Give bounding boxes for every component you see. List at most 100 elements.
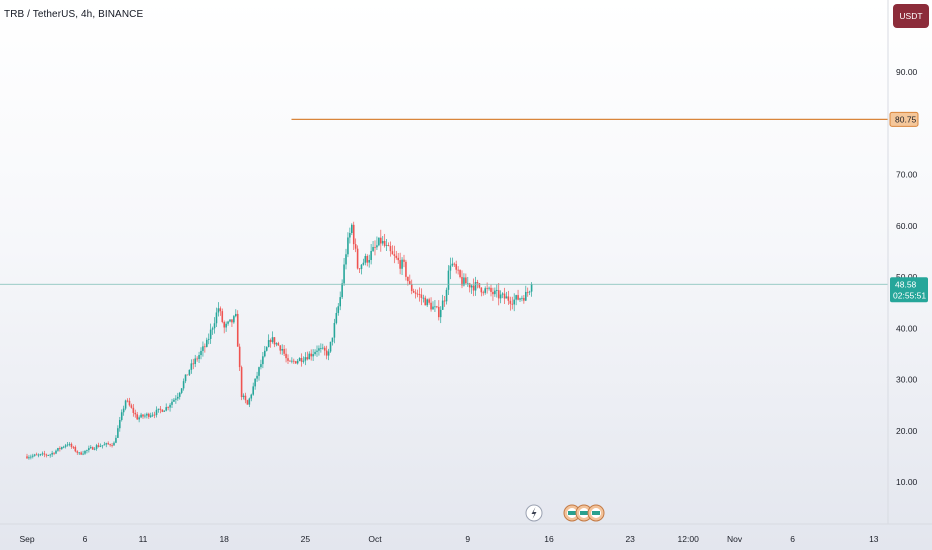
- candle-body: [298, 357, 301, 361]
- candle-body: [72, 446, 75, 448]
- candle-body: [196, 358, 198, 360]
- candle-body: [209, 329, 212, 339]
- candle-body: [211, 328, 214, 330]
- candle-body: [358, 268, 361, 270]
- candles-layer: [26, 221, 533, 460]
- candle-body: [360, 264, 363, 269]
- candle-body: [49, 454, 51, 456]
- candle-body: [202, 346, 204, 351]
- candle-body: [430, 302, 432, 310]
- candle-body: [517, 295, 519, 300]
- candle-body: [488, 287, 490, 289]
- y-tick-label: 60.00: [896, 221, 918, 231]
- candle-body: [438, 306, 440, 318]
- candle-body: [182, 381, 185, 389]
- candle-body: [441, 300, 444, 310]
- candle-body: [120, 412, 123, 420]
- candle-body: [167, 407, 169, 408]
- candle-body: [161, 409, 164, 412]
- candle-body: [476, 282, 479, 284]
- candle-body: [366, 256, 369, 263]
- candle-body: [511, 303, 514, 305]
- candle-body: [28, 457, 30, 459]
- candle-body: [422, 297, 425, 299]
- candle-body: [37, 454, 40, 456]
- candle-body: [418, 294, 421, 295]
- candle-body: [467, 283, 469, 285]
- candle-body: [436, 306, 438, 308]
- candle-body: [225, 323, 227, 328]
- candle-body: [273, 337, 276, 345]
- candle-body: [275, 343, 278, 345]
- x-tick-label: 6: [83, 534, 88, 544]
- candle-body: [389, 246, 392, 252]
- candle-body: [192, 363, 195, 365]
- candle-body: [503, 293, 506, 299]
- candle-body: [513, 299, 515, 305]
- event-marker-icon[interactable]: [575, 504, 593, 522]
- candle-body: [354, 244, 357, 249]
- x-tick-label: Nov: [727, 534, 743, 544]
- candle-body: [157, 408, 160, 410]
- candle-body: [198, 355, 200, 359]
- currency-button[interactable]: USDT: [893, 4, 929, 28]
- horizontal-line-tag-box: [889, 111, 919, 127]
- candle-body: [407, 276, 409, 282]
- lightning-icon[interactable]: [525, 504, 543, 522]
- candle-body: [296, 360, 299, 364]
- candle-body: [472, 285, 475, 291]
- candle-body: [401, 259, 403, 269]
- candle-body: [393, 254, 396, 256]
- candle-body: [480, 287, 483, 293]
- event-marker-icon[interactable]: [587, 504, 605, 522]
- candle-body: [159, 408, 162, 410]
- y-axis[interactable]: 10.0020.0030.0040.0050.0060.0070.0080.00…: [887, 0, 918, 524]
- candle-body: [337, 306, 340, 313]
- x-axis[interactable]: Sep 6 11 18 25 Oct 9 16 23 12:00 Nov 6 13: [0, 523, 932, 544]
- candle-body: [414, 292, 417, 294]
- candle-body: [505, 296, 508, 299]
- lightning-icon-bolt: [531, 507, 537, 519]
- candle-body: [219, 308, 222, 312]
- y-tick-label: 40.00: [896, 323, 918, 333]
- candle-body: [246, 400, 249, 405]
- candle-body: [223, 322, 225, 328]
- candle-body: [409, 281, 411, 285]
- candle-body: [163, 410, 166, 412]
- x-tick-label: 12:00: [678, 534, 700, 544]
- candle-body: [45, 454, 48, 456]
- candle-body: [153, 414, 156, 416]
- candle-body: [43, 453, 46, 455]
- candle-body: [33, 454, 36, 456]
- candle-body: [449, 265, 452, 271]
- candle-body: [62, 446, 65, 448]
- event-markers[interactable]: [525, 504, 605, 522]
- candle-body: [416, 293, 419, 295]
- candle-body: [277, 343, 280, 346]
- candle-body: [254, 378, 256, 387]
- candle-body: [387, 245, 390, 247]
- candle-body: [453, 263, 456, 265]
- candle-body: [294, 361, 297, 364]
- candle-body: [372, 247, 374, 251]
- candle-body: [271, 337, 274, 342]
- last-price-tag-box: [890, 277, 928, 303]
- candle-body: [53, 452, 55, 454]
- candle-body: [258, 367, 260, 376]
- candle-body: [178, 392, 181, 397]
- candle-body: [308, 353, 311, 360]
- candle-body: [314, 351, 316, 355]
- candle-body: [122, 408, 125, 413]
- candle-body: [207, 338, 210, 340]
- y-tick-label: 10.00: [896, 477, 918, 487]
- x-tick-label: Oct: [368, 534, 382, 544]
- candle-body: [213, 323, 216, 329]
- candle-body: [349, 233, 351, 238]
- candle-body: [93, 448, 96, 450]
- candle-body: [204, 346, 206, 348]
- candle-body: [128, 400, 131, 406]
- candle-body: [463, 277, 465, 286]
- candle-body: [136, 414, 138, 420]
- candle-body: [130, 405, 133, 408]
